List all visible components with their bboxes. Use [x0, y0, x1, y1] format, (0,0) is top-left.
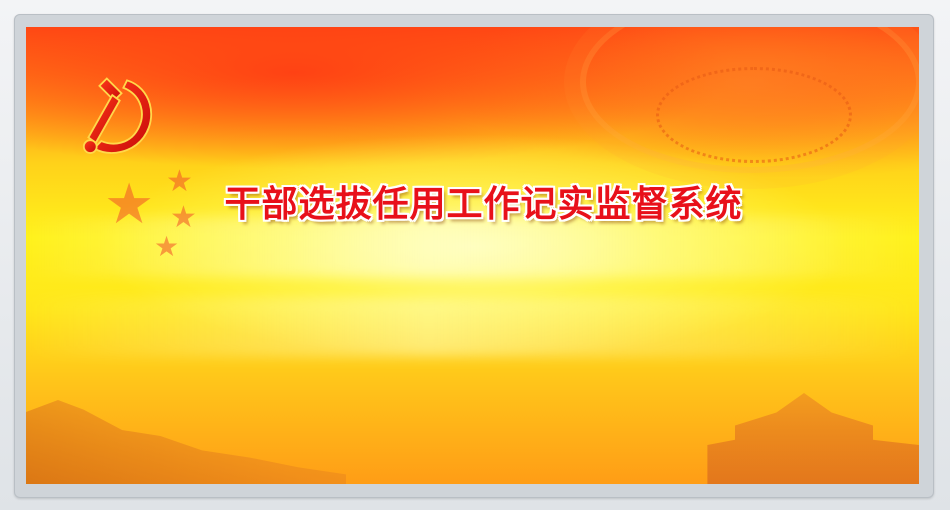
tiananmen-silhouette: [707, 393, 919, 484]
hammer-and-sickle-icon: [82, 77, 153, 154]
title-banner: ★ ★ ★ ★ 干部选拔任用工作记实监督系统: [26, 27, 919, 484]
light-streak: [26, 217, 919, 277]
system-title: 干部选拔任用工作记实监督系统: [224, 184, 743, 225]
star-icon: ★: [170, 200, 197, 235]
national-emblem-ring: [656, 67, 852, 163]
star-icon: ★: [166, 164, 193, 199]
light-streak: [26, 297, 919, 357]
great-wall-silhouette: [26, 400, 346, 484]
star-icon: ★: [154, 230, 180, 263]
star-icon: ★: [104, 172, 155, 237]
